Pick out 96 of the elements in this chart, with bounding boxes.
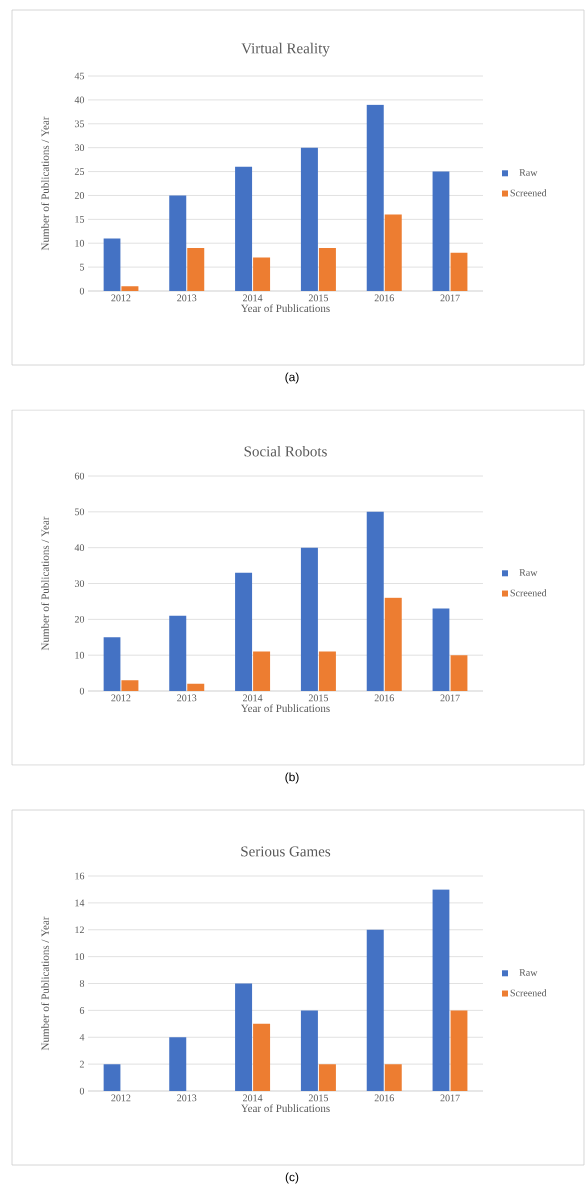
y-tick-label: 35 (74, 120, 85, 128)
y-tick-label: 0 (79, 1087, 85, 1095)
legend-label: Raw (519, 969, 538, 976)
y-tick-label: 40 (74, 544, 85, 552)
legend-label: Screened (510, 989, 547, 997)
bar (384, 214, 402, 292)
bar (121, 286, 139, 292)
x-tick-label: 2017 (440, 294, 460, 302)
bar (300, 547, 318, 692)
y-tick-label: 4 (79, 1033, 85, 1041)
bar (318, 248, 336, 292)
y-tick-label: 50 (75, 508, 85, 516)
bar (253, 1023, 271, 1092)
text: (a) (285, 372, 299, 384)
bar (235, 983, 253, 1092)
bar (318, 1064, 336, 1092)
chart-title: Serious Games (241, 846, 331, 857)
x-tick-label: 2016 (374, 1094, 394, 1102)
x-tick-label: 2016 (374, 694, 394, 702)
x-tick-label: 2012 (111, 694, 131, 702)
x-tick-label: 2017 (440, 1094, 460, 1102)
y-tick-label: 12 (75, 926, 84, 934)
y-tick-label: 2 (79, 1060, 84, 1068)
legend-label: Raw (519, 569, 538, 576)
y-tick-label: 16 (75, 872, 85, 880)
y-tick-label: 10 (75, 651, 85, 659)
bar (384, 1064, 402, 1092)
bar (235, 572, 253, 692)
bar (450, 252, 468, 292)
bar (366, 929, 384, 1092)
x-tick-label: 2013 (177, 294, 197, 302)
bar (432, 171, 450, 292)
bar (366, 104, 384, 292)
bar (169, 195, 187, 292)
bar (169, 615, 187, 692)
y-tick-label: 45 (74, 72, 85, 80)
y-tick-label: 8 (79, 980, 85, 987)
y-tick-label: 40 (74, 96, 85, 104)
chart-title: Social Robots (244, 445, 327, 457)
bar (187, 248, 205, 292)
legend-label: Screened (510, 189, 547, 197)
x-tick-label: 2014 (243, 294, 263, 302)
y-tick-label: 20 (74, 615, 85, 623)
y-tick-label: 0 (79, 687, 85, 695)
y-tick-label: 20 (74, 192, 85, 199)
bar (253, 651, 271, 692)
y-tick-label: 14 (75, 899, 85, 907)
y-tick-label: 5 (80, 263, 85, 271)
text: (b) (285, 772, 299, 784)
bar (169, 1037, 187, 1092)
x-tick-label: 2012 (111, 1094, 131, 1102)
x-tick-label: 2014 (243, 1094, 263, 1102)
chart-title: Virtual Reality (241, 42, 330, 57)
x-tick-label: 2015 (308, 1094, 329, 1102)
y-tick-label: 15 (75, 216, 85, 223)
bar (450, 1010, 468, 1092)
legend-label: Raw (519, 169, 538, 176)
y-tick-label: 10 (75, 239, 85, 247)
y-tick-label: 30 (74, 144, 85, 152)
bar (121, 680, 139, 692)
y-tick-label: 6 (79, 1007, 85, 1014)
x-tick-label: 2017 (440, 694, 460, 702)
y-axis-title: Number of Publications / Year (41, 116, 49, 251)
x-tick-label: 2012 (111, 294, 131, 302)
x-tick-label: 2014 (243, 694, 263, 702)
bar (253, 257, 271, 292)
x-tick-label: 2013 (177, 1094, 197, 1102)
bar (384, 597, 402, 692)
x-tick-label: 2015 (308, 294, 329, 302)
bar (300, 147, 318, 292)
bar (450, 655, 468, 692)
y-tick-label: 25 (74, 168, 85, 175)
y-tick-label: 10 (75, 953, 85, 960)
y-tick-label: 60 (74, 472, 85, 480)
bar (432, 889, 450, 1092)
y-axis-title: Number of Publications / Year (41, 516, 49, 651)
x-tick-label: 2016 (374, 294, 394, 302)
bar (103, 1064, 121, 1092)
x-axis-title: Year of Publications (240, 1104, 330, 1113)
text: (c) (285, 1172, 299, 1184)
bar (432, 608, 450, 692)
y-axis-title: Number of Publications / Year (41, 916, 49, 1051)
x-tick-label: 2013 (177, 694, 197, 702)
bar (103, 238, 121, 292)
bar (318, 651, 336, 692)
x-axis-title: Year of Publications (240, 304, 330, 313)
bar (366, 511, 384, 692)
bar (187, 683, 205, 692)
bar (235, 166, 253, 292)
y-tick-label: 30 (74, 580, 85, 587)
y-tick-label: 0 (79, 287, 85, 295)
x-tick-label: 2015 (308, 694, 329, 702)
legend-label: Screened (510, 589, 547, 597)
bar (103, 637, 121, 692)
bar (300, 1010, 318, 1092)
x-axis-title: Year of Publications (240, 704, 330, 713)
